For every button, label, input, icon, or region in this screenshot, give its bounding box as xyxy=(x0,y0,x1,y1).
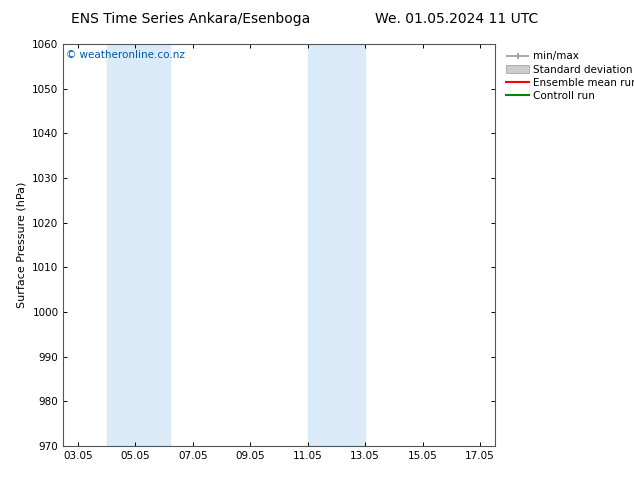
Bar xyxy=(107,44,170,446)
Text: We. 01.05.2024 11 UTC: We. 01.05.2024 11 UTC xyxy=(375,12,538,26)
Text: © weatheronline.co.nz: © weatheronline.co.nz xyxy=(65,50,184,60)
Y-axis label: Surface Pressure (hPa): Surface Pressure (hPa) xyxy=(16,182,27,308)
Legend: min/max, Standard deviation, Ensemble mean run, Controll run: min/max, Standard deviation, Ensemble me… xyxy=(504,49,634,103)
Bar xyxy=(307,44,365,446)
Text: ENS Time Series Ankara/Esenboga: ENS Time Series Ankara/Esenboga xyxy=(70,12,310,26)
